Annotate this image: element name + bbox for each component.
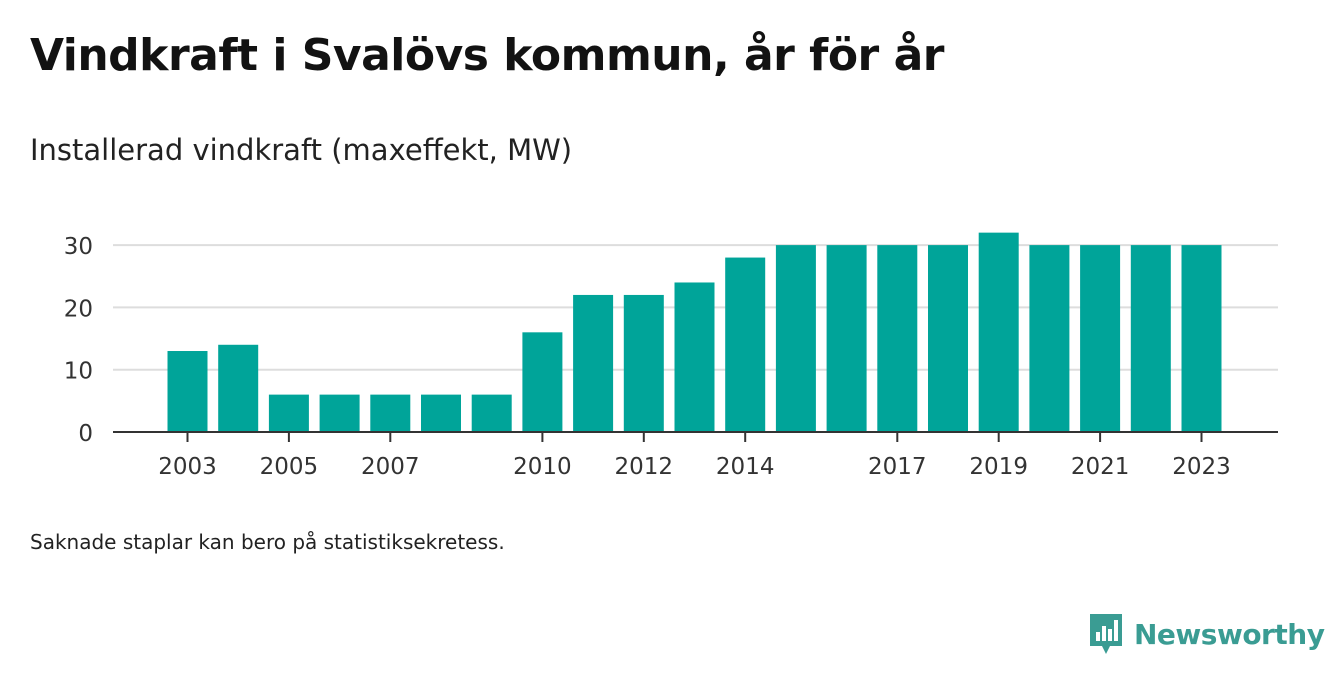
bar-2006 [319, 394, 360, 432]
bar-layer [167, 232, 1222, 432]
bar-2013 [674, 282, 715, 432]
x-tick-label-2019: 2019 [969, 454, 1028, 480]
bar-2009 [471, 394, 512, 432]
bar-2019 [978, 232, 1019, 432]
bar-2022 [1130, 245, 1171, 432]
bar-2015 [775, 245, 816, 432]
bar-2021 [1080, 245, 1121, 432]
newsworthy-logo-icon [1090, 614, 1122, 654]
axis-layer: 0 10 20 30 2003 2005 2007 2010 2012 2014 2017 2019 2… [64, 234, 1278, 480]
x-tick-label-2012: 2012 [615, 454, 674, 480]
bar-2017 [877, 245, 918, 432]
bar-2018 [928, 245, 968, 432]
x-tick-label-2023: 2023 [1172, 454, 1231, 480]
x-tick-label-2014: 2014 [716, 454, 775, 480]
y-tick-label-20: 20 [64, 296, 93, 322]
chart-title: Vindkraft i Svalövs kommun, år för år [30, 30, 944, 81]
x-tick-label-2007: 2007 [361, 454, 420, 480]
bar-2011 [573, 294, 614, 432]
y-tick-label-30: 30 [64, 234, 93, 260]
x-tick-label-2003: 2003 [158, 454, 217, 480]
x-tick-label-2021: 2021 [1071, 454, 1130, 480]
y-tick-label-0: 0 [78, 421, 93, 447]
bar-2023 [1181, 245, 1222, 432]
bar-2014 [725, 257, 766, 432]
bar-2010 [522, 332, 563, 432]
bar-2004 [218, 344, 259, 432]
bar-2008 [421, 394, 461, 432]
bar-2016 [826, 245, 867, 432]
newsworthy-logo: Newsworthy [1088, 612, 1325, 656]
footnote: Saknade staplar kan bero på statistiksek… [30, 530, 505, 554]
newsworthy-logo-text: Newsworthy [1134, 617, 1325, 651]
bar-2020 [1029, 245, 1070, 432]
bar-2005 [268, 394, 309, 432]
x-tick-label-2005: 2005 [260, 454, 319, 480]
x-tick-label-2010: 2010 [513, 454, 572, 480]
bar-2012 [623, 294, 664, 432]
x-tick-label-2017: 2017 [868, 454, 927, 480]
chart-subtitle: Installerad vindkraft (maxeffekt, MW) [30, 133, 573, 167]
y-tick-label-10: 10 [64, 359, 93, 385]
bar-2003 [167, 351, 208, 432]
bar-2007 [370, 394, 411, 432]
